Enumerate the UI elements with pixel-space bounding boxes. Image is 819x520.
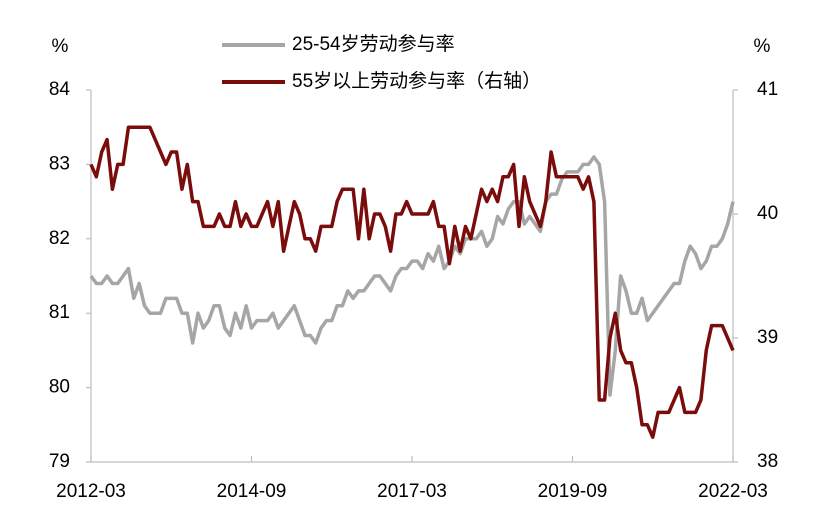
x-tick-label: 2014-09: [217, 481, 287, 502]
y-unit: %: [52, 36, 69, 57]
y-tick-label: 81: [49, 302, 70, 323]
y2-tick-label: 41: [757, 79, 778, 100]
y-tick-label: 83: [49, 153, 70, 174]
y2-tick-label: 39: [757, 327, 778, 348]
y-tick-label: 79: [49, 451, 70, 472]
x-tick-label: 2012-03: [56, 481, 126, 502]
legend-label: 55岁以上劳动参与率（右轴）: [292, 70, 541, 92]
y2-unit: %: [754, 36, 771, 57]
y-tick-label: 84: [49, 79, 71, 100]
x-tick-label: 2022-03: [698, 481, 768, 502]
y2-tick-label: 40: [757, 203, 778, 224]
y-tick-label: 82: [49, 228, 70, 249]
y2-tick-label: 38: [757, 451, 778, 472]
legend-label: 25-54岁劳动参与率: [292, 33, 455, 55]
y-tick-label: 80: [49, 377, 70, 398]
series-line: [89, 125, 735, 439]
x-tick-label: 2017-03: [377, 481, 447, 502]
x-tick-label: 2019-09: [538, 481, 608, 502]
series-line: [89, 155, 735, 397]
